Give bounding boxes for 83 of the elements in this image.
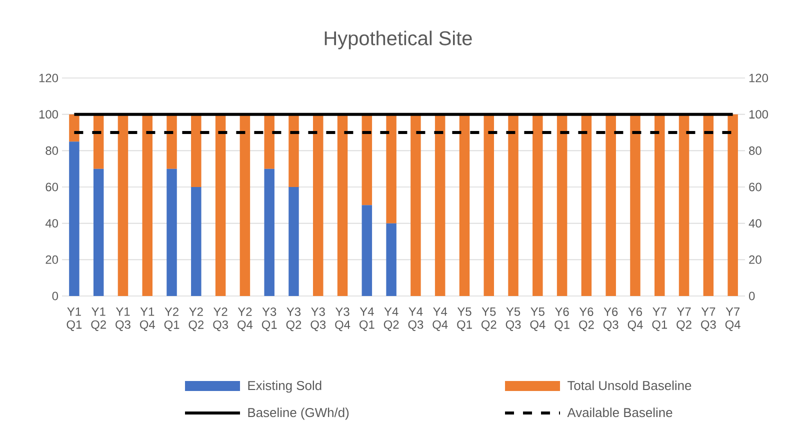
y-tick-label: 0	[52, 292, 58, 300]
bar	[484, 114, 494, 296]
x-tick-label: Y7 Q2	[676, 308, 692, 331]
bar	[69, 142, 80, 296]
x-tick-label: Y5 Q3	[506, 308, 521, 331]
x-tick-label: Y5 Q4	[530, 308, 546, 331]
bar	[93, 168, 104, 296]
bar	[386, 114, 396, 224]
bar	[434, 114, 446, 296]
bar	[288, 114, 299, 187]
x-tick-label: Y3 Q4	[335, 308, 350, 332]
x-tick-label: Y2 Q3	[213, 308, 228, 332]
bar	[264, 168, 274, 296]
bar	[581, 114, 592, 296]
x-tick-label: Y6 Q3	[603, 308, 618, 332]
bar	[142, 114, 152, 296]
x-tick-label: Y1 Q3	[116, 308, 130, 331]
y2-tick-label: 40	[748, 219, 762, 228]
x-tick-label: Y5 Q1	[457, 308, 472, 331]
x-tick-label: Y4 Q4	[432, 308, 448, 331]
y-tick-label: 40	[45, 219, 58, 228]
bar	[703, 114, 714, 296]
x-tick-label: Y6 Q4	[628, 308, 643, 332]
legend-label: Total Unsold Baseline	[568, 380, 692, 390]
bar	[410, 114, 421, 296]
y-tick-label: 100	[39, 110, 58, 119]
bar	[630, 114, 640, 296]
bar	[69, 114, 80, 142]
bar	[264, 114, 274, 169]
chart-title: Hypothetical Site	[324, 30, 472, 50]
y2-tick-label: 0	[748, 292, 755, 300]
bar	[556, 114, 568, 296]
x-tick-label: Y5 Q2	[481, 308, 496, 331]
bar	[288, 187, 299, 296]
x-tick-label: Y7 Q4	[725, 308, 740, 331]
x-tick-label: Y3 Q2	[286, 308, 302, 332]
x-tick-label: Y7 Q1	[652, 308, 668, 331]
bar	[386, 223, 396, 296]
x-tick-label: Y3 Q3	[310, 308, 326, 332]
x-tick-label: Y4 Q2	[384, 308, 399, 331]
bar	[215, 114, 226, 296]
y-tick-label: 120	[39, 74, 58, 82]
legend-label: Existing Sold	[248, 380, 322, 393]
y2-tick-label: 20	[749, 255, 762, 264]
x-tick-label: Y2 Q1	[164, 308, 180, 332]
x-tick-label: Y3 Q1	[262, 308, 277, 332]
y-tick-label: 80	[46, 146, 58, 155]
x-tick-label: Y1 Q2	[91, 308, 106, 331]
bar	[678, 114, 690, 296]
bar	[532, 114, 543, 296]
bar	[654, 114, 665, 296]
x-tick-label: Y2 Q4	[238, 308, 253, 332]
bar	[240, 114, 250, 296]
y-tick-label: 20	[46, 255, 58, 264]
bar	[166, 168, 177, 296]
x-tick-label: Y4 Q3	[408, 308, 424, 331]
y2-tick-label: 60	[749, 182, 762, 192]
x-tick-label: Y4 Q1	[360, 308, 374, 331]
bar	[362, 205, 372, 296]
legend-label: Available Baseline	[567, 408, 672, 418]
y-tick-label: 60	[46, 182, 58, 192]
x-tick-label: Y6 Q1	[554, 308, 570, 332]
legend-label: Baseline (GWh/d)	[248, 408, 349, 420]
bar	[166, 114, 177, 169]
bar	[728, 114, 738, 296]
y2-tick-label: 120	[749, 74, 768, 82]
y2-tick-label: 100	[749, 110, 768, 119]
y2-tick-label: 80	[749, 146, 762, 155]
bar	[191, 114, 202, 187]
x-tick-label: Y2 Q2	[188, 308, 204, 332]
bar	[313, 114, 324, 296]
x-tick-label: Y1 Q1	[66, 308, 82, 331]
bar	[93, 114, 104, 169]
x-tick-label: Y6 Q2	[579, 308, 594, 332]
bar	[606, 114, 616, 296]
bar	[118, 114, 128, 296]
x-tick-label: Y1 Q4	[140, 308, 155, 331]
bar	[191, 187, 202, 296]
bar	[337, 114, 348, 296]
bar	[459, 114, 470, 296]
bar	[362, 114, 372, 206]
x-tick-label: Y7 Q3	[701, 308, 716, 331]
bar	[508, 114, 518, 296]
